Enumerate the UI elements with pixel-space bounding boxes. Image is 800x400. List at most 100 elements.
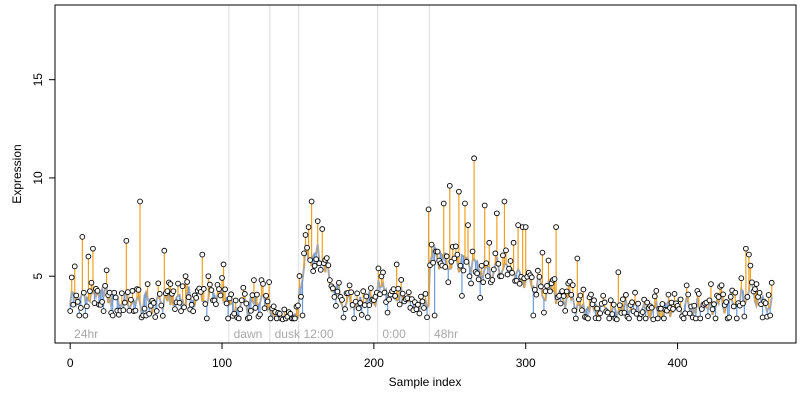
data-point [129,288,136,294]
data-point [692,315,699,322]
data-point [615,269,622,276]
data-point [595,315,602,322]
data-point [682,310,689,317]
data-point [421,305,427,311]
data-point [446,182,453,189]
data-point [393,261,400,268]
data-point [659,301,666,307]
data-point [316,260,323,267]
data-point [483,260,490,267]
data-point [179,283,186,290]
data-point [172,306,178,312]
data-point [91,300,98,306]
data-point [150,300,157,306]
data-point [542,288,549,295]
data-point [610,301,617,308]
data-point [304,244,310,251]
data-point [188,301,195,308]
data-point [489,277,496,283]
data-point [326,277,333,283]
data-point [380,269,386,276]
data-point [501,198,508,205]
data-point [175,280,181,287]
data-point [254,291,260,298]
data-point [144,281,151,287]
data-point [480,279,487,286]
data-point [424,314,430,321]
region-label: 0:00 [382,327,406,341]
data-point [752,286,758,292]
data-point [535,267,541,274]
data-point [723,299,730,305]
data-point [686,310,693,317]
data-point [428,241,435,248]
data-point [418,293,424,300]
region-label: 48hr [434,327,458,341]
data-point [683,282,690,289]
data-point [331,294,338,300]
data-point [680,315,687,322]
data-point [281,306,288,313]
data-point [574,255,581,262]
data-point [295,302,301,309]
data-point [182,273,189,280]
data-point [241,291,248,297]
data-point [768,279,775,286]
data-point [651,293,658,300]
data-point [621,309,628,316]
data-point [77,305,84,311]
data-point [355,305,362,312]
data-point [597,310,603,317]
data-point [161,247,168,254]
data-point [205,273,212,280]
data-point [744,294,751,300]
y-axis-label: Expression [10,144,24,203]
data-point [207,281,213,288]
data-point [557,300,564,307]
data-point [732,289,739,296]
data-point [153,308,160,314]
data-point [308,198,315,205]
data-point [720,291,726,298]
data-point [730,303,737,310]
data-point [538,283,544,290]
data-point [510,239,517,246]
data-point [217,292,224,299]
data-point [560,293,567,299]
data-point [228,291,234,298]
data-point [399,290,406,297]
data-point [620,296,626,303]
data-point [617,302,623,309]
data-point [396,301,403,308]
data-point [178,308,184,314]
data-point [613,316,620,323]
data-point [665,291,672,298]
data-point [357,300,364,306]
data-point [697,315,704,322]
y-tick-label: 15 [31,73,45,87]
data-point [111,289,118,296]
data-point [190,308,197,315]
data-point [158,302,165,309]
data-point [648,304,655,311]
data-point [677,296,684,303]
data-point [434,248,441,255]
data-point [79,234,86,240]
data-point [715,294,722,300]
data-point [346,282,353,289]
data-point [307,257,313,263]
data-point [609,311,616,317]
data-point [756,289,763,296]
data-point [522,224,529,230]
data-point [352,298,359,305]
data-point [494,210,500,217]
data-point [443,253,450,260]
data-point [671,291,678,297]
data-point [109,312,116,319]
data-point [185,294,192,301]
data-point [422,290,429,297]
data-point [351,315,357,322]
data-point [118,290,125,297]
data-point [453,243,459,250]
